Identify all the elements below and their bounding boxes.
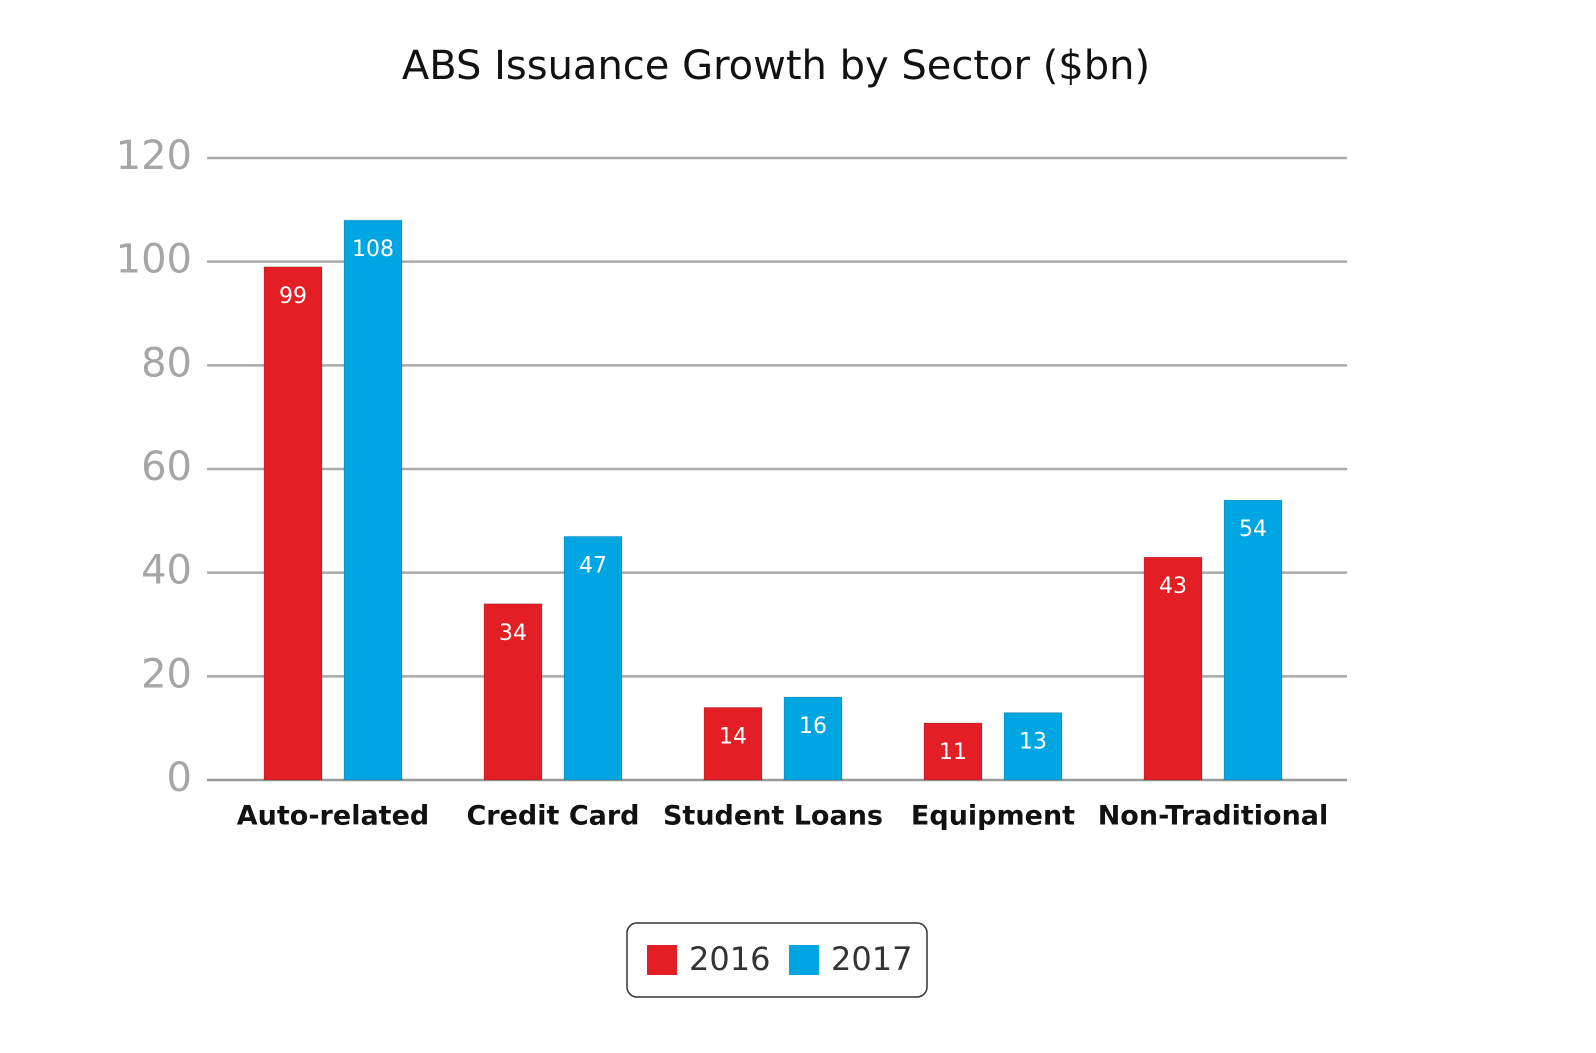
value-label: 108 xyxy=(352,237,394,262)
y-tick-label: 0 xyxy=(167,755,192,801)
bar xyxy=(483,603,543,781)
bar xyxy=(263,266,323,781)
legend-label: 2016 xyxy=(689,940,770,978)
x-tick-label: Auto-related xyxy=(237,801,429,832)
bar xyxy=(923,722,983,781)
legend-swatch xyxy=(789,945,819,975)
legend-box xyxy=(626,922,928,998)
value-label: 34 xyxy=(499,621,527,646)
value-label: 16 xyxy=(799,714,827,739)
x-tick-label: Student Loans xyxy=(663,801,883,832)
y-tick-label: 20 xyxy=(141,651,192,697)
bar xyxy=(1003,712,1063,781)
bar xyxy=(343,219,403,781)
value-label: 99 xyxy=(279,284,307,309)
value-label: 47 xyxy=(579,553,607,578)
y-tick-label: 120 xyxy=(116,133,192,179)
y-tick-label: 40 xyxy=(141,548,192,594)
value-label: 14 xyxy=(719,724,747,749)
bar xyxy=(1143,556,1203,781)
legend-label: 2017 xyxy=(831,940,912,978)
x-tick-label: Non-Traditional xyxy=(1098,801,1329,832)
legend-swatch xyxy=(647,945,677,975)
bar xyxy=(703,706,763,781)
chart-title: ABS Issuance Growth by Sector ($bn) xyxy=(402,43,1150,89)
value-label: 54 xyxy=(1239,517,1267,542)
bar xyxy=(783,696,843,781)
bar xyxy=(563,535,623,781)
y-tick-label: 60 xyxy=(141,444,192,490)
value-label: 11 xyxy=(939,740,967,765)
x-tick-label: Credit Card xyxy=(466,801,639,832)
y-tick-label: 80 xyxy=(141,340,192,386)
x-tick-label: Equipment xyxy=(911,801,1075,832)
bar xyxy=(1223,499,1283,781)
value-label: 43 xyxy=(1159,574,1187,599)
value-label: 13 xyxy=(1019,730,1047,755)
y-tick-label: 100 xyxy=(116,237,192,283)
